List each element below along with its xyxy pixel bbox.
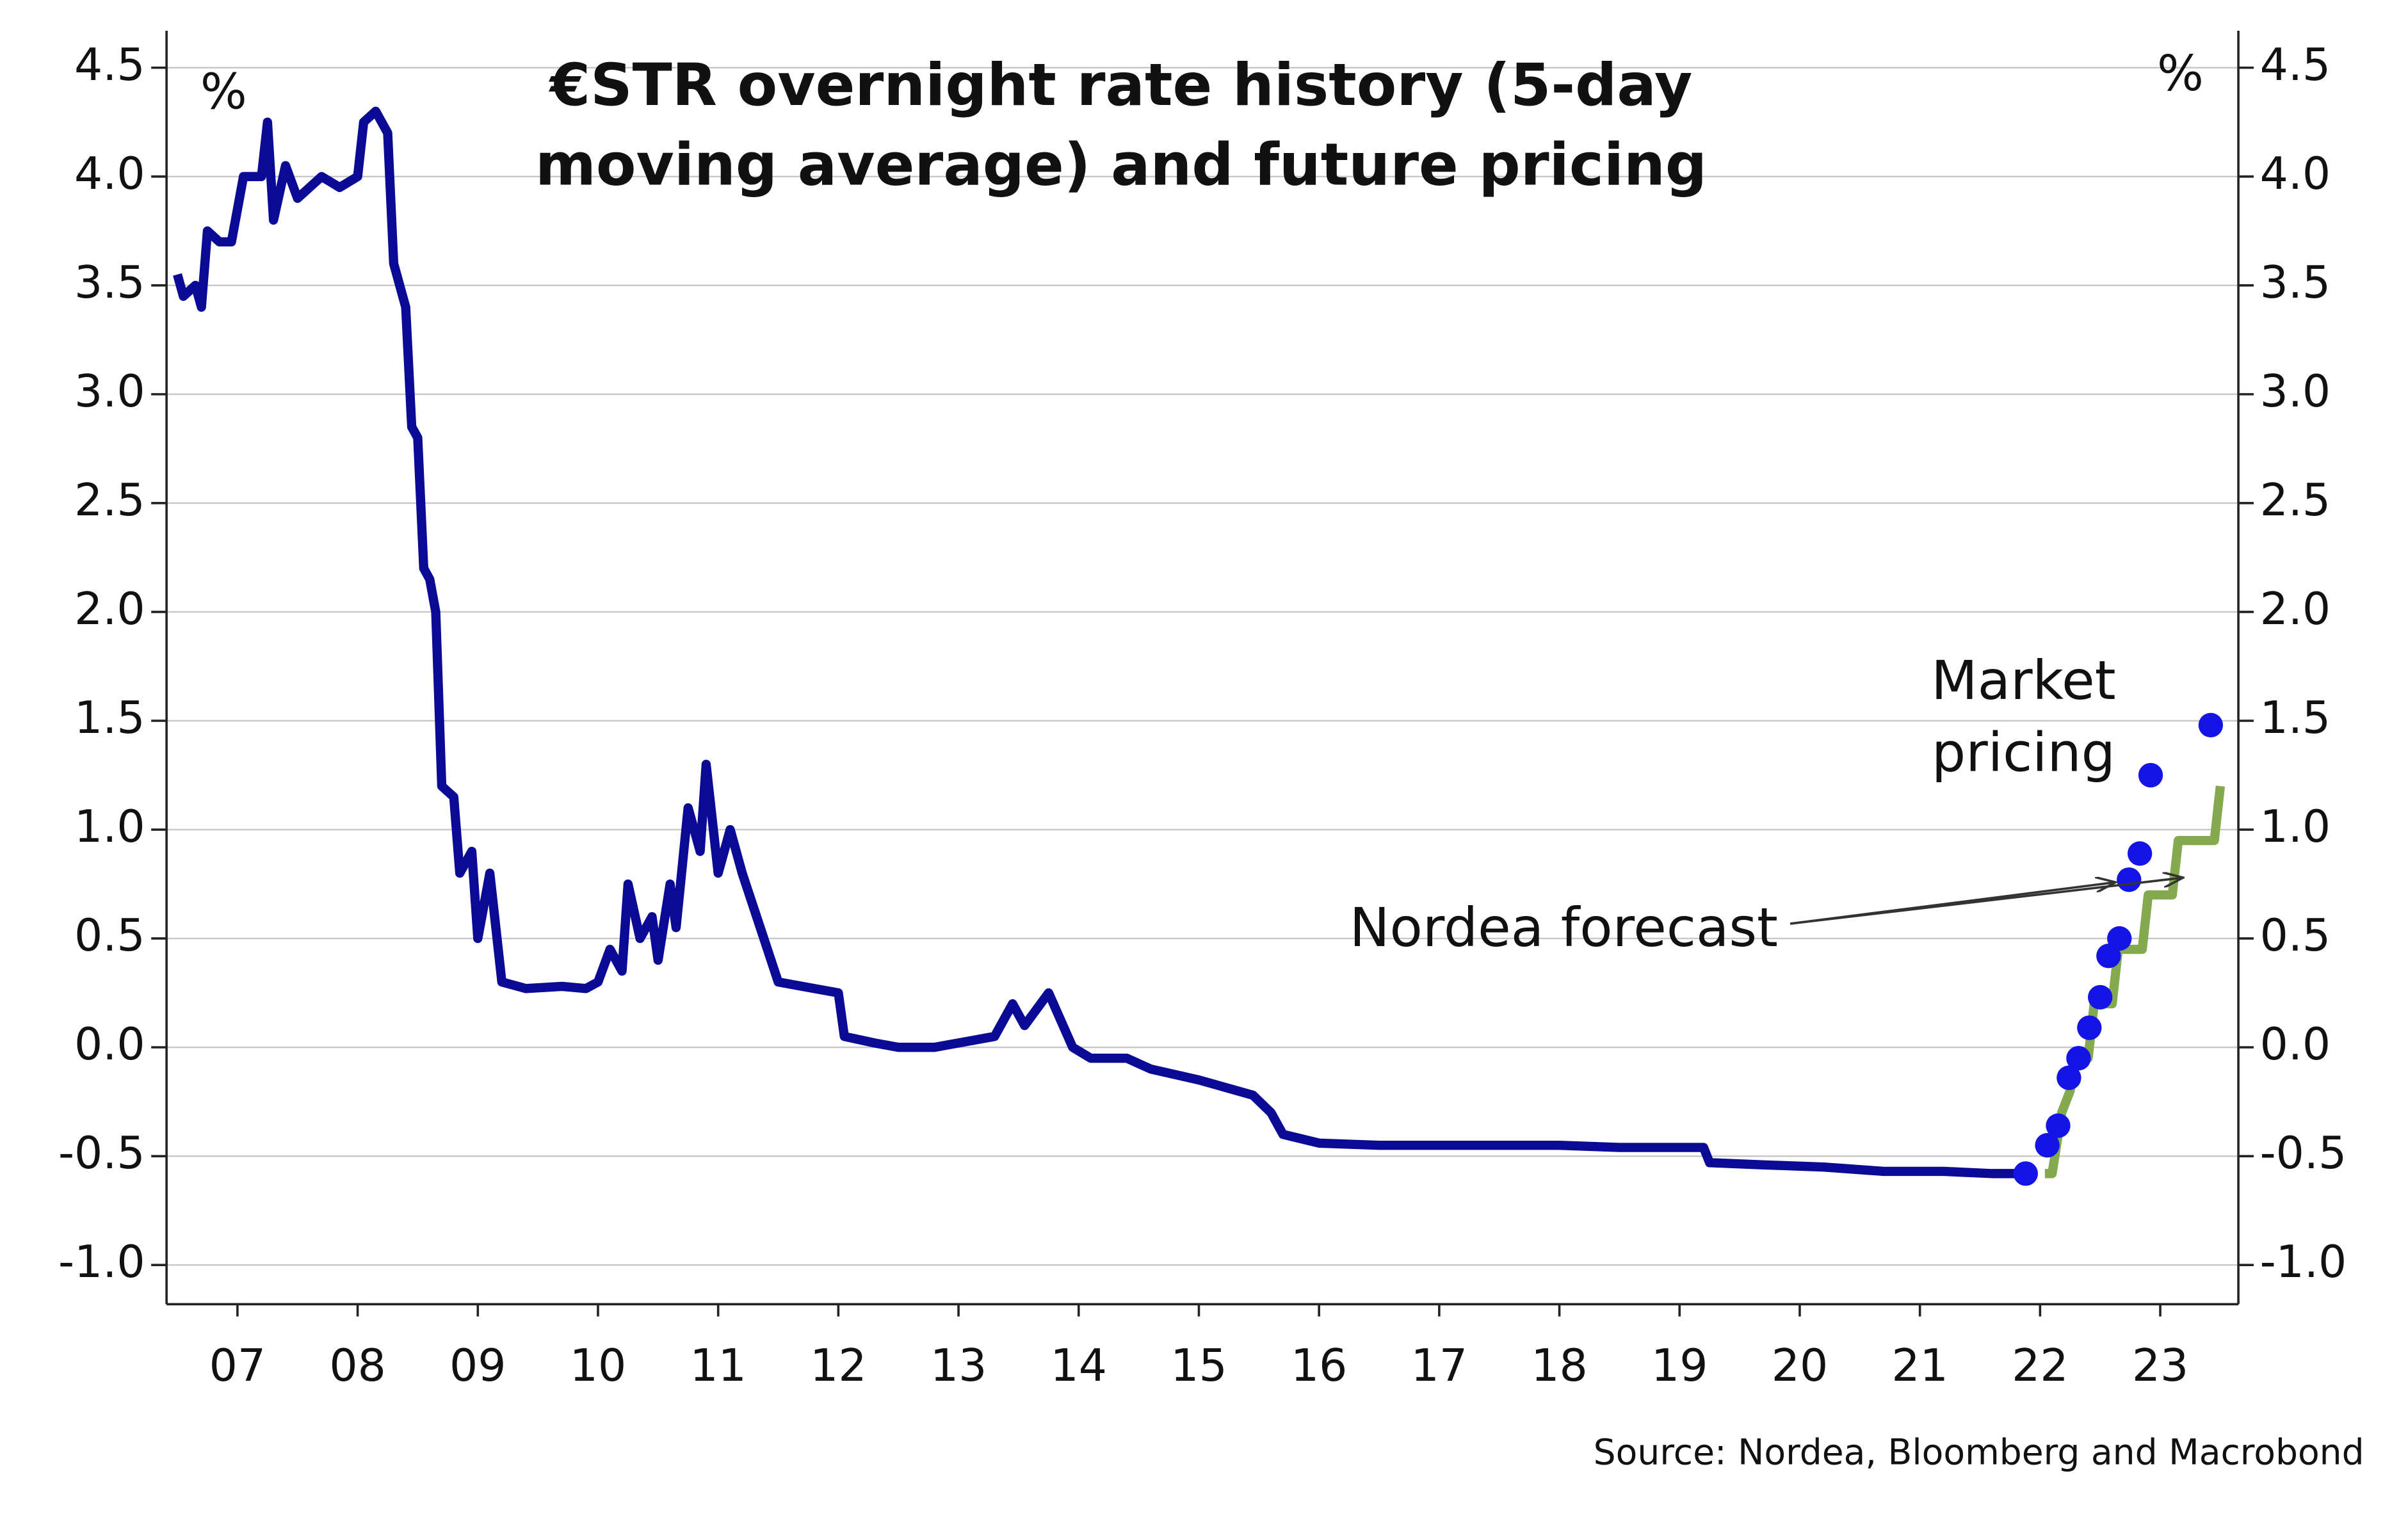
y2-tick-label: -0.5 xyxy=(2260,1127,2347,1179)
x-tick-label: 11 xyxy=(690,1340,746,1392)
x-tick-label: 19 xyxy=(1651,1340,1708,1392)
annotation: Nordea forecast xyxy=(1350,896,1778,959)
plot xyxy=(173,106,2226,1186)
annotation: Market xyxy=(1931,649,2115,712)
dot xyxy=(2077,1015,2102,1040)
y-tick-label: -1.0 xyxy=(58,1236,145,1288)
x-tick-label: 10 xyxy=(570,1340,626,1392)
y2-tick-label: 1.5 xyxy=(2260,692,2331,744)
y2-tick-label: 3.5 xyxy=(2260,257,2331,309)
line xyxy=(2044,785,2226,1178)
x-tick-label: 14 xyxy=(1051,1340,1107,1392)
y-tick-label: 4.0 xyxy=(74,148,145,200)
x-tick-label: 15 xyxy=(1170,1340,1227,1392)
y2-tick-label: 3.0 xyxy=(2260,366,2331,417)
x-tick-label: 08 xyxy=(329,1340,385,1392)
y-tick-label: 3.5 xyxy=(74,257,145,309)
y-tick-label: 1.0 xyxy=(74,801,145,853)
y-tick-label: 3.0 xyxy=(74,366,145,417)
y2-tick-label: 1.0 xyxy=(2260,801,2331,853)
dot xyxy=(2117,867,2142,892)
dot xyxy=(2198,712,2224,737)
dot xyxy=(2088,985,2113,1010)
x-tick-label: 17 xyxy=(1411,1340,1467,1392)
y-tick-label: 4.5 xyxy=(74,39,145,91)
dot xyxy=(2138,762,2163,788)
x-tick-label: 07 xyxy=(209,1340,266,1392)
y2-unit: % xyxy=(2157,45,2204,102)
dot xyxy=(2107,926,2132,951)
y2-tick-label: 0.0 xyxy=(2260,1018,2331,1070)
dot xyxy=(2127,841,2153,866)
dot xyxy=(2013,1161,2039,1186)
dot xyxy=(2046,1113,2071,1138)
annotation: pricing xyxy=(1932,721,2115,784)
y-tick-label: -0.5 xyxy=(58,1127,145,1179)
y-tick-label: 0.0 xyxy=(74,1018,145,1070)
y-unit: % xyxy=(200,64,247,121)
dot xyxy=(2066,1045,2091,1071)
x-tick-label: 20 xyxy=(1772,1340,1828,1392)
line xyxy=(173,106,2026,1178)
y2-tick-label: 4.0 xyxy=(2260,148,2331,200)
y2-tick-label: 0.5 xyxy=(2260,910,2331,961)
y2-tick-label: 2.0 xyxy=(2260,583,2331,635)
y-tick-label: 2.5 xyxy=(74,474,145,526)
x-tick-label: 13 xyxy=(930,1340,987,1392)
x-tick-label: 21 xyxy=(1891,1340,1948,1392)
x-tick-label: 16 xyxy=(1291,1340,1347,1392)
dot xyxy=(2056,1065,2081,1090)
y-tick-label: 0.5 xyxy=(74,910,145,961)
y2-tick-label: 4.5 xyxy=(2260,39,2331,91)
x-tick-label: 22 xyxy=(2012,1340,2068,1392)
x-tick-label: 12 xyxy=(810,1340,866,1392)
arrow xyxy=(1790,878,2183,925)
grid xyxy=(151,30,2254,1317)
y2-tick-label: -1.0 xyxy=(2260,1236,2347,1288)
source: Source: Nordea, Bloomberg and Macrobond xyxy=(1594,1432,2364,1473)
chart-title: moving average) and future pricing xyxy=(535,131,1707,199)
y-tick-label: 2.0 xyxy=(74,583,145,635)
y-tick-label: 1.5 xyxy=(74,692,145,744)
x-tick-label: 09 xyxy=(449,1340,506,1392)
chart-title: €STR overnight rate history (5-day xyxy=(549,51,1693,119)
y2-tick-label: 2.5 xyxy=(2260,474,2331,526)
x-tick-label: 23 xyxy=(2132,1340,2188,1392)
dot xyxy=(2035,1132,2060,1158)
x-tick-label: 18 xyxy=(1531,1340,1587,1392)
